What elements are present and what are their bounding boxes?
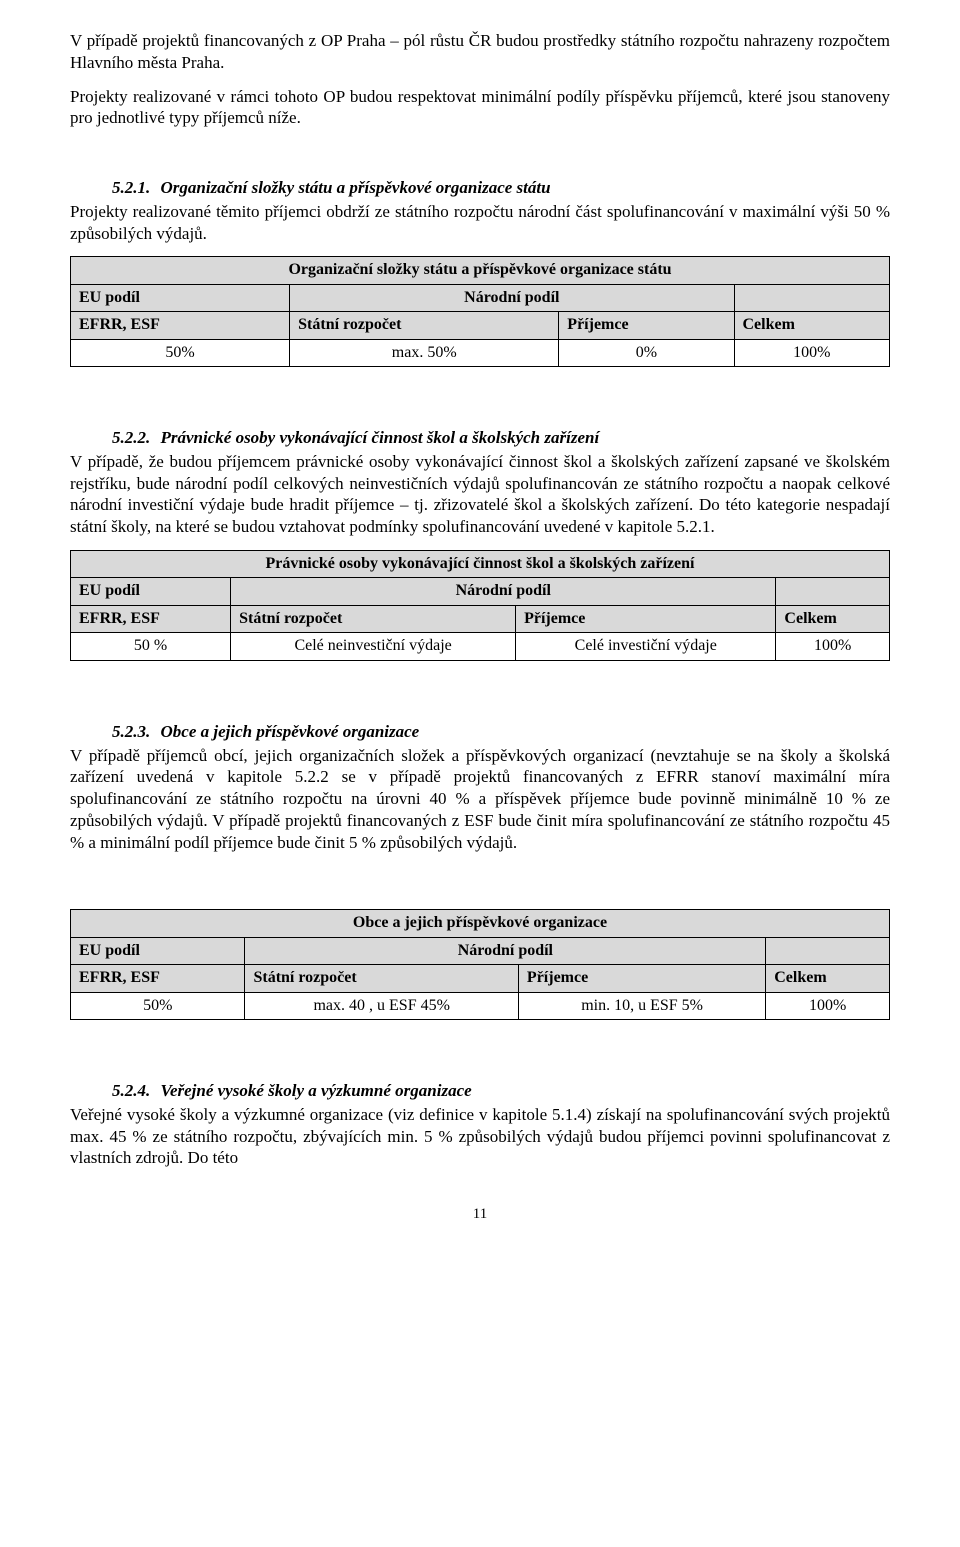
table-522-head-sr: Státní rozpočet bbox=[231, 605, 516, 632]
table-522-empty bbox=[776, 578, 890, 605]
table-523-prij: min. 10, u ESF 5% bbox=[518, 992, 765, 1019]
table-522-efrr: 50 % bbox=[71, 633, 231, 660]
intro-paragraph-1: V případě projektů financovaných z OP Pr… bbox=[70, 30, 890, 74]
section-523-title: Obce a jejich příspěvkové organizace bbox=[161, 722, 420, 741]
table-521-head-nar: Národní podíl bbox=[290, 284, 734, 311]
table-523-head-eu: EU podíl bbox=[71, 937, 245, 964]
section-524-heading: 5.2.4. Veřejné vysoké školy a výzkumné o… bbox=[112, 1080, 890, 1102]
table-523-celkem: 100% bbox=[766, 992, 890, 1019]
section-521-body: Projekty realizované těmito příjemci obd… bbox=[70, 201, 890, 245]
table-523-head-celkem: Celkem bbox=[766, 965, 890, 992]
section-523-num: 5.2.3. bbox=[112, 722, 150, 741]
table-521-head-efrr: EFRR, ESF bbox=[71, 312, 290, 339]
table-522-celkem: 100% bbox=[776, 633, 890, 660]
table-521-head-prij: Příjemce bbox=[559, 312, 734, 339]
table-523-head-prij: Příjemce bbox=[518, 965, 765, 992]
section-523-heading: 5.2.3. Obce a jejich příspěvkové organiz… bbox=[112, 721, 890, 743]
section-521-title: Organizační složky státu a příspěvkové o… bbox=[161, 178, 551, 197]
section-522-heading: 5.2.2. Právnické osoby vykonávající činn… bbox=[112, 427, 890, 449]
table-523-efrr: 50% bbox=[71, 992, 245, 1019]
table-522-title: Právnické osoby vykonávající činnost ško… bbox=[71, 550, 890, 577]
table-521: Organizační složky státu a příspěvkové o… bbox=[70, 256, 890, 367]
table-523-empty bbox=[766, 937, 890, 964]
section-524-num: 5.2.4. bbox=[112, 1081, 150, 1100]
table-523-head-nar: Národní podíl bbox=[245, 937, 766, 964]
table-522-sr: Celé neinvestiční výdaje bbox=[231, 633, 516, 660]
table-522-head-nar: Národní podíl bbox=[231, 578, 776, 605]
table-522-prij: Celé investiční výdaje bbox=[516, 633, 776, 660]
table-521-sr: max. 50% bbox=[290, 339, 559, 366]
table-523-head-efrr: EFRR, ESF bbox=[71, 965, 245, 992]
table-523: Obce a jejich příspěvkové organizace EU … bbox=[70, 909, 890, 1020]
section-521-heading: 5.2.1. Organizační složky státu a příspě… bbox=[112, 177, 890, 199]
table-522-head-eu: EU podíl bbox=[71, 578, 231, 605]
table-521-head-eu: EU podíl bbox=[71, 284, 290, 311]
section-522-body: V případě, že budou příjemcem právnické … bbox=[70, 451, 890, 538]
table-522-head-prij: Příjemce bbox=[516, 605, 776, 632]
section-522-num: 5.2.2. bbox=[112, 428, 150, 447]
table-523-head-sr: Státní rozpočet bbox=[245, 965, 518, 992]
table-522: Právnické osoby vykonávající činnost ško… bbox=[70, 550, 890, 661]
section-524-title: Veřejné vysoké školy a výzkumné organiza… bbox=[161, 1081, 472, 1100]
table-521-empty bbox=[734, 284, 890, 311]
table-521-head-sr: Státní rozpočet bbox=[290, 312, 559, 339]
table-521-title: Organizační složky státu a příspěvkové o… bbox=[71, 257, 890, 284]
table-522-head-celkem: Celkem bbox=[776, 605, 890, 632]
section-521-num: 5.2.1. bbox=[112, 178, 150, 197]
section-522-title: Právnické osoby vykonávající činnost ško… bbox=[161, 428, 600, 447]
section-523-body: V případě příjemců obcí, jejich organiza… bbox=[70, 745, 890, 854]
section-524-body: Veřejné vysoké školy a výzkumné organiza… bbox=[70, 1104, 890, 1169]
table-521-efrr: 50% bbox=[71, 339, 290, 366]
table-523-title: Obce a jejich příspěvkové organizace bbox=[71, 910, 890, 937]
table-521-prij: 0% bbox=[559, 339, 734, 366]
table-521-head-celkem: Celkem bbox=[734, 312, 890, 339]
page-number: 11 bbox=[70, 1205, 890, 1224]
table-523-sr: max. 40 , u ESF 45% bbox=[245, 992, 518, 1019]
intro-paragraph-2: Projekty realizované v rámci tohoto OP b… bbox=[70, 86, 890, 130]
table-522-head-efrr: EFRR, ESF bbox=[71, 605, 231, 632]
document-page: V případě projektů financovaných z OP Pr… bbox=[0, 0, 960, 1254]
table-521-celkem: 100% bbox=[734, 339, 890, 366]
